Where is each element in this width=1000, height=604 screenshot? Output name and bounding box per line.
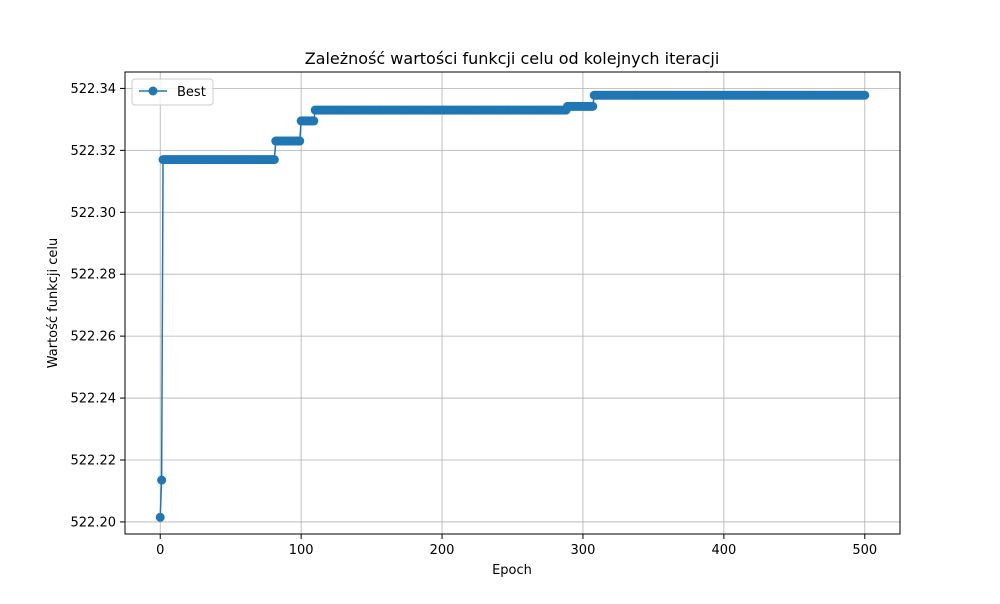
y-axis-label: Wartość funkcji celu xyxy=(46,238,61,369)
legend-marker-swatch xyxy=(148,86,158,96)
y-tick-label: 522.34 xyxy=(71,82,117,97)
y-tick-label: 522.26 xyxy=(71,330,117,345)
grid xyxy=(125,72,900,534)
legend-box xyxy=(131,78,214,106)
data-point xyxy=(269,155,279,165)
data-point xyxy=(295,136,305,146)
data-point xyxy=(860,90,870,100)
legend-label-best: Best xyxy=(177,85,206,100)
y-tick-label: 522.28 xyxy=(71,268,117,283)
x-axis-label: Epoch xyxy=(492,563,532,578)
data-layer xyxy=(155,90,870,522)
x-tick-label: 200 xyxy=(430,543,455,558)
x-tick-label: 100 xyxy=(289,543,314,558)
chart-title: Zależność wartości funkcji celu od kolej… xyxy=(305,49,720,68)
data-point xyxy=(155,512,165,522)
data-point xyxy=(309,116,319,126)
y-tick-label: 522.20 xyxy=(71,515,117,530)
y-tick-label: 522.30 xyxy=(71,206,117,221)
axis-ticks: 0 100 200 300 400 500 522.20 522.22 522.24 522.26… xyxy=(71,82,878,558)
x-tick-label: 400 xyxy=(711,543,736,558)
legend: Best xyxy=(131,78,214,106)
data-point xyxy=(157,475,167,485)
y-tick-label: 522.22 xyxy=(71,453,117,468)
data-point xyxy=(588,101,598,111)
x-tick-label: 300 xyxy=(571,543,596,558)
y-tick-label: 522.24 xyxy=(71,392,117,407)
plot-area-frame xyxy=(124,71,901,535)
y-tick-label: 522.32 xyxy=(71,144,117,159)
x-tick-label: 500 xyxy=(852,543,877,558)
x-tick-label: 0 xyxy=(156,543,164,558)
